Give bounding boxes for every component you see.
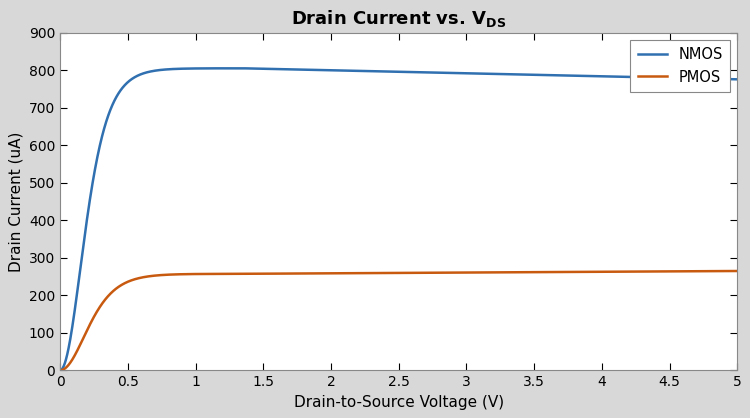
Title: Drain Current vs. V$_{\mathregular{DS}}$: Drain Current vs. V$_{\mathregular{DS}}$ [291,8,506,29]
Legend: NMOS, PMOS: NMOS, PMOS [630,40,730,92]
Y-axis label: Drain Current (uA): Drain Current (uA) [8,131,23,272]
NMOS [238,66,248,71]
PMOS [713,269,722,274]
PMOS [385,270,394,275]
NMOS [386,69,394,74]
Line: PMOS: PMOS [60,271,737,370]
PMOS [712,269,722,274]
NMOS [590,74,598,79]
NMOS [56,368,64,373]
PMOS [56,368,64,373]
PMOS [589,269,598,274]
PMOS [90,313,99,318]
NMOS [368,69,376,74]
PMOS [733,268,742,273]
NMOS [713,76,722,82]
NMOS [90,168,99,173]
X-axis label: Drain-to-Source Voltage (V): Drain-to-Source Voltage (V) [294,395,504,410]
Line: NMOS: NMOS [60,68,737,370]
PMOS [367,270,376,275]
NMOS [713,76,722,82]
NMOS [733,77,742,82]
